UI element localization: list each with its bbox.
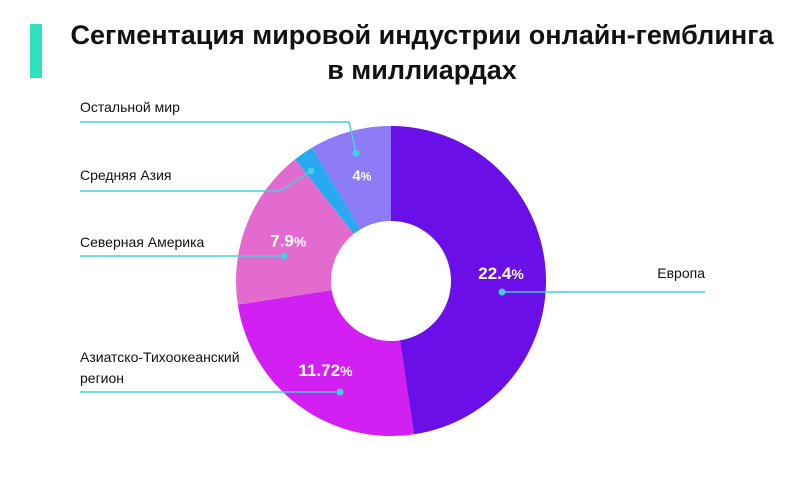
callout-dot-4 xyxy=(352,149,360,157)
callout-dot-0 xyxy=(498,288,506,296)
legend-label-2: Северная Америка xyxy=(80,234,205,250)
chart-title-line-1: Сегментация мировой индустрии онлайн-гем… xyxy=(70,20,774,50)
callout-dot-2 xyxy=(280,252,288,260)
donut-slice-2 xyxy=(235,159,354,305)
chart-title-line-2: в миллиардах xyxy=(327,55,517,85)
legend-label-4: Остальной мир xyxy=(80,99,180,115)
donut-slice-0 xyxy=(391,126,547,435)
legend-label-1-line-0: Азиатско-Тихоокеанский xyxy=(80,349,240,365)
slice-value-label-1: 11.72% xyxy=(299,361,354,380)
callout-dot-1 xyxy=(336,388,344,396)
chart-title: Сегментация мировой индустрии онлайн-гем… xyxy=(62,18,782,88)
donut-slice-4 xyxy=(312,126,391,230)
legend-label-0: Европа xyxy=(657,265,705,281)
donut-slice-1 xyxy=(237,290,414,436)
title-accent-bar xyxy=(30,24,42,78)
legend-label-1-line-1: регион xyxy=(80,370,124,386)
slice-value-label-2: 7.9% xyxy=(270,232,307,251)
slice-value-label-4: 4% xyxy=(352,168,371,185)
callout-line-4 xyxy=(80,121,357,154)
donut-hole xyxy=(331,221,451,341)
callout-dot-3 xyxy=(307,167,315,175)
legend-label-3: Средняя Азия xyxy=(80,167,172,183)
slice-value-label-0: 22.4% xyxy=(478,264,524,283)
callout-line-3 xyxy=(80,170,312,192)
